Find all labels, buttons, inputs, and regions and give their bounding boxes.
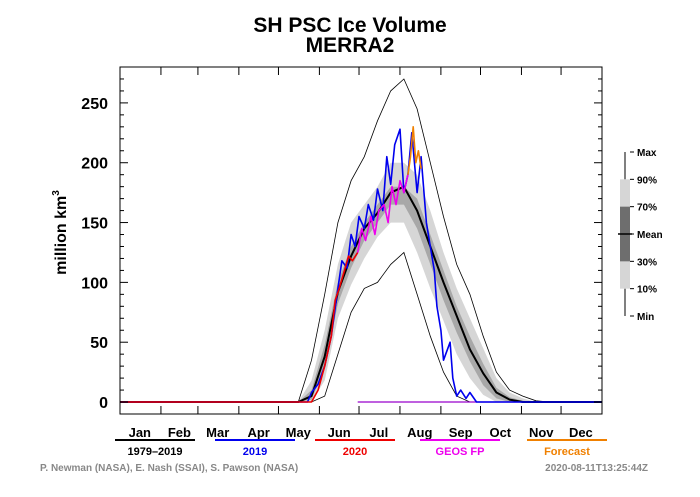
x-tick-label: Aug: [407, 425, 432, 440]
x-tick-label: Nov: [529, 425, 554, 440]
y-tick-label: 0: [99, 395, 108, 412]
x-tick-label: Oct: [489, 425, 511, 440]
chart-subtitle: MERRA2: [305, 34, 395, 57]
legend-label: Max: [637, 148, 657, 159]
series-line-1: [120, 128, 602, 403]
x-tick-label: Feb: [168, 425, 191, 440]
x-tick-label: May: [286, 425, 312, 440]
y-tick-label: 150: [81, 216, 108, 233]
legend-label: Min: [637, 312, 654, 323]
legend-text-1: 2019: [243, 446, 267, 458]
legend-text-4: Forecast: [544, 446, 590, 458]
legend-text-0: 1979–2019: [127, 446, 182, 458]
y-tick-label: 50: [90, 335, 108, 352]
legend-label: 70%: [637, 203, 657, 214]
legend-label: Mean: [637, 230, 663, 241]
credits-text: P. Newman (NASA), E. Nash (SSAI), S. Paw…: [40, 463, 299, 474]
y-tick-label: 100: [81, 275, 108, 292]
legend-text-2: 2020: [343, 446, 367, 458]
x-tick-label: Sep: [449, 425, 473, 440]
y-axis-label-exponent: 3: [51, 190, 62, 196]
x-tick-label: Jan: [129, 425, 151, 440]
x-tick-label: Dec: [569, 425, 593, 440]
legend-label: 30%: [637, 257, 657, 268]
x-tick-label: Mar: [206, 425, 229, 440]
chart-title: SH PSC Ice Volume: [253, 14, 447, 37]
band-30-70: [298, 186, 550, 402]
y-axis-label: million km3: [51, 190, 70, 275]
max-line: [297, 78, 550, 403]
y-tick-label: 200: [81, 156, 108, 173]
legend-label: 90%: [637, 175, 657, 186]
x-tick-label: Jul: [369, 425, 388, 440]
series-line-4: [407, 126, 422, 175]
plot-frame: [119, 66, 603, 415]
series-line-0: [120, 185, 602, 403]
series-line-2: [120, 252, 359, 403]
y-axis-label-base: million km: [53, 196, 70, 275]
legend-label: 10%: [637, 285, 657, 296]
series-line-3: [356, 174, 409, 253]
y-tick-label: 250: [81, 96, 108, 113]
legend-text-3: GEOS FP: [436, 446, 485, 458]
x-tick-label: Apr: [247, 425, 269, 440]
x-tick-label: Jun: [328, 425, 351, 440]
timestamp-text: 2020-08-11T13:25:44Z: [545, 463, 648, 474]
